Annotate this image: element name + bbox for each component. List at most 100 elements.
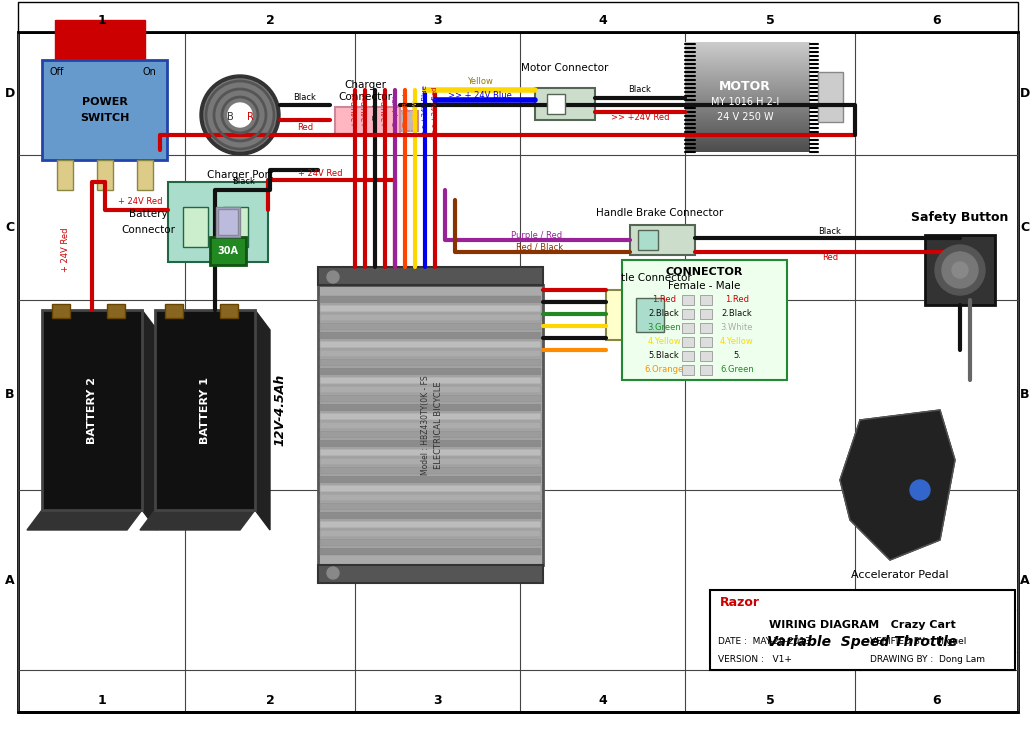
Bar	[318, 285, 543, 565]
Bar	[320, 404, 541, 411]
Text: >>+24V Blue: >>+24V Blue	[422, 85, 428, 134]
Bar	[685, 73, 810, 74]
Circle shape	[910, 480, 930, 500]
Text: Handle Brake Connector: Handle Brake Connector	[596, 208, 723, 218]
Polygon shape	[55, 20, 146, 60]
Circle shape	[327, 567, 338, 579]
Bar	[685, 67, 810, 68]
Bar	[320, 341, 541, 348]
Bar	[685, 146, 810, 147]
Text: Safety Button: Safety Button	[911, 212, 1008, 225]
Bar	[685, 82, 810, 83]
Circle shape	[327, 271, 338, 283]
Text: 4: 4	[599, 694, 607, 707]
Bar	[685, 72, 810, 73]
Text: POWER: POWER	[82, 97, 127, 107]
Text: Yellow: Yellow	[412, 99, 418, 120]
Bar	[685, 143, 810, 144]
Bar	[685, 59, 810, 60]
Bar	[685, 141, 810, 142]
Text: 30A: 30A	[218, 246, 238, 256]
Bar	[320, 431, 541, 438]
Bar	[320, 323, 541, 330]
Bar	[52, 304, 70, 318]
Bar	[685, 111, 810, 112]
Bar	[685, 46, 810, 47]
Bar	[685, 112, 810, 113]
Text: Battery: Battery	[129, 209, 167, 219]
Bar	[320, 305, 541, 312]
Bar	[685, 134, 810, 135]
Bar	[685, 90, 810, 91]
Bar	[320, 359, 541, 366]
Bar	[685, 131, 810, 132]
Bar	[685, 150, 810, 151]
Bar	[685, 93, 810, 94]
Bar	[622, 260, 787, 380]
Text: C: C	[5, 221, 14, 234]
Text: CONNECTOR: CONNECTOR	[666, 267, 743, 277]
Bar	[638, 230, 658, 250]
Bar	[685, 95, 810, 96]
Bar	[320, 539, 541, 546]
Bar	[685, 96, 810, 97]
Text: 6.Orange: 6.Orange	[644, 366, 683, 374]
Bar	[220, 304, 238, 318]
Bar	[320, 350, 541, 357]
Bar	[685, 129, 810, 130]
Bar	[320, 458, 541, 465]
Bar	[320, 494, 541, 501]
Bar	[685, 69, 810, 70]
Bar	[400, 111, 418, 131]
Bar	[547, 94, 565, 114]
Bar	[685, 60, 810, 61]
Text: VERIFIED BY :  Miguel: VERIFIED BY : Miguel	[870, 637, 966, 647]
Bar	[685, 145, 810, 146]
Bar	[700, 309, 712, 319]
Text: B: B	[5, 388, 14, 402]
Bar	[685, 149, 810, 150]
Bar	[685, 45, 810, 46]
Bar	[685, 135, 810, 136]
Text: 2: 2	[265, 694, 275, 707]
Bar	[710, 590, 1015, 670]
Bar	[685, 61, 810, 62]
Bar	[320, 485, 541, 492]
Text: Charger: Charger	[344, 80, 386, 90]
Bar	[320, 413, 541, 420]
Bar	[685, 50, 810, 51]
Bar	[97, 160, 112, 190]
Bar	[685, 49, 810, 50]
Bar	[107, 304, 125, 318]
Text: 2.Black: 2.Black	[649, 310, 679, 318]
Bar	[42, 310, 142, 510]
Bar	[685, 140, 810, 141]
Bar	[685, 132, 810, 133]
Bar	[218, 209, 238, 235]
Bar	[685, 151, 810, 152]
Text: VERSION :   V1+: VERSION : V1+	[718, 656, 792, 664]
Text: Black/Red: Black/Red	[402, 93, 408, 127]
Bar	[320, 449, 541, 456]
Bar	[685, 57, 810, 58]
Text: BATTERY 1: BATTERY 1	[200, 377, 209, 444]
Polygon shape	[140, 510, 255, 530]
Bar	[700, 323, 712, 333]
Bar	[685, 89, 810, 90]
Text: 5.Black: 5.Black	[649, 352, 679, 361]
Polygon shape	[840, 410, 955, 560]
Bar	[685, 94, 810, 95]
Bar	[320, 296, 541, 303]
Text: 2.Black: 2.Black	[721, 310, 752, 318]
Bar	[535, 88, 595, 120]
Text: DATE :  MAY-29-2013: DATE : MAY-29-2013	[718, 637, 811, 647]
Bar	[685, 114, 810, 115]
Bar	[685, 113, 810, 114]
Bar	[685, 136, 810, 137]
Text: 6: 6	[932, 694, 941, 707]
Bar	[685, 105, 810, 106]
Bar	[685, 65, 810, 66]
Text: B: B	[227, 112, 233, 122]
Bar	[685, 42, 810, 43]
Text: ELECTRICAL BICYCLE: ELECTRICAL BICYCLE	[434, 381, 443, 469]
